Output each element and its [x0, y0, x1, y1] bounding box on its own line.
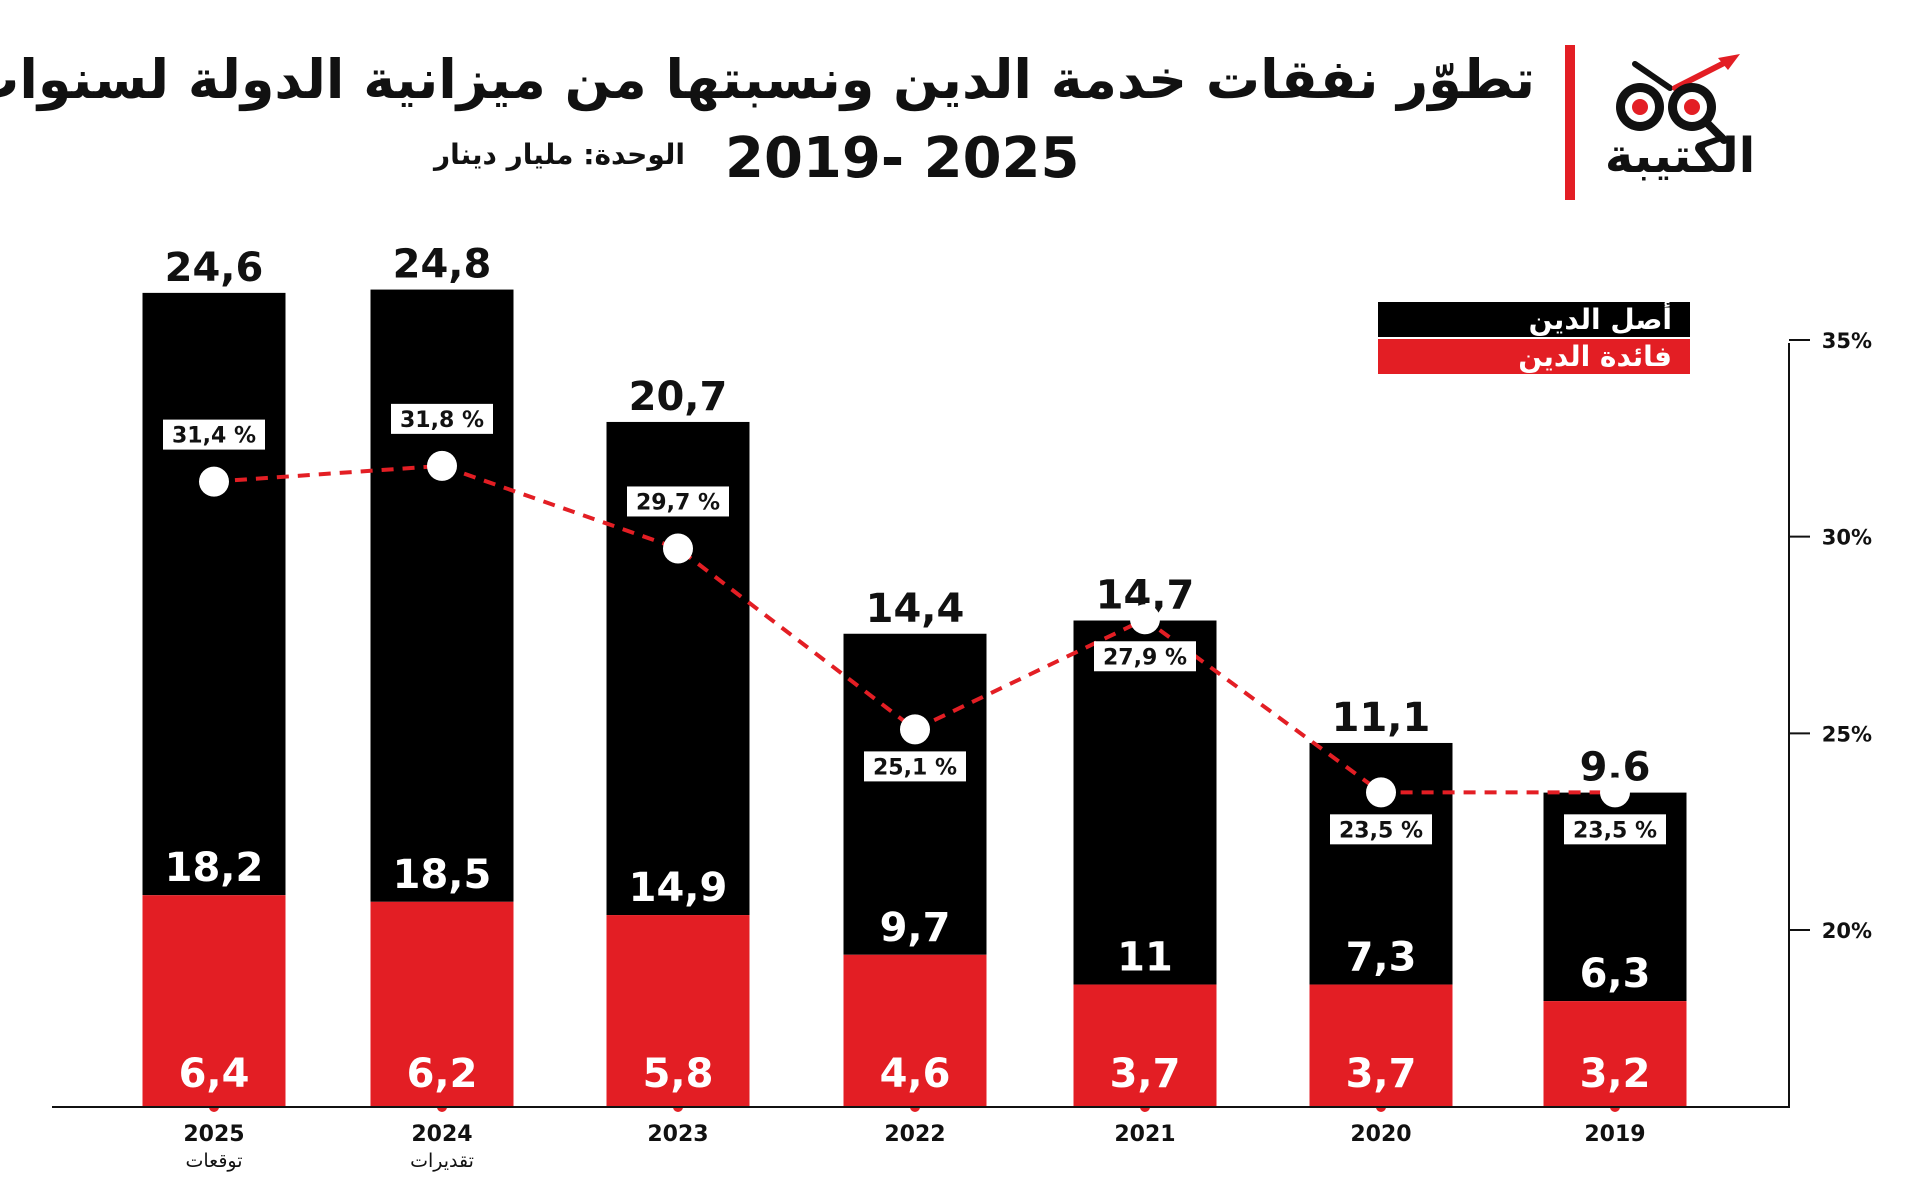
x-tick-label-2019: 2019 — [1584, 1122, 1645, 1147]
logo-text: الكتيبة — [1604, 128, 1756, 184]
ratio-label-2025: 31,4 % — [172, 424, 256, 449]
ratio-point-2019 — [1600, 777, 1630, 808]
principal-label-2025: 18,2 — [165, 845, 264, 891]
chart-title: تطوّر نفقات خدمة الدين ونسبتها من ميزاني… — [0, 48, 1535, 111]
principal-label-2021: 11 — [1117, 935, 1173, 981]
x-tick-label-2023: 2023 — [647, 1122, 708, 1147]
ratio-point-2025 — [199, 466, 229, 497]
legend-item-principal: أصل الدين — [1378, 302, 1690, 337]
ratio-label-2019: 23,5 % — [1573, 818, 1657, 843]
ratio-point-2020 — [1366, 777, 1396, 808]
ratio-label-2022: 25,1 % — [873, 755, 957, 780]
ratio-label-bg-2021 — [1094, 641, 1196, 672]
principal-label-2023: 14,9 — [629, 865, 728, 911]
bar-principal-2025 — [142, 292, 286, 896]
bar-interest-2024 — [370, 901, 514, 1107]
principal-label-2020: 7,3 — [1346, 935, 1417, 981]
total-label-2023: 20,7 — [629, 374, 728, 420]
ratio-label-bg-2023 — [627, 486, 729, 517]
bar-interest-2019 — [1543, 1001, 1687, 1107]
ratio-label-bg-2025 — [163, 419, 265, 450]
bar-interest-2025 — [142, 895, 286, 1107]
ratio-label-bg-2019 — [1564, 814, 1666, 845]
x-tick-label-2021: 2021 — [1114, 1122, 1175, 1147]
principal-label-2022: 9,7 — [880, 905, 951, 951]
total-label-2020: 11,1 — [1332, 695, 1431, 741]
bar-interest-2022 — [843, 954, 987, 1107]
ratio-label-bg-2020 — [1330, 814, 1432, 845]
right-axis-label-30: 30% — [1822, 526, 1872, 550]
interest-label-2019: 3,2 — [1580, 1051, 1651, 1097]
unit-label: الوحدة: مليار دينار — [433, 138, 685, 171]
x-tick-sublabel-2025: توقعات — [185, 1150, 242, 1172]
x-tick-label-2024: 2024 — [411, 1122, 472, 1147]
interest-label-2025: 6,4 — [179, 1051, 250, 1097]
right-axis-label-25: 25% — [1822, 722, 1872, 746]
ratio-label-2023: 29,7 % — [636, 490, 720, 515]
interest-label-2021: 3,7 — [1110, 1051, 1181, 1097]
total-label-2024: 24,8 — [393, 242, 492, 288]
chart-title-years: 2019- 2025 — [725, 126, 1080, 191]
ratio-label-2021: 27,9 % — [1103, 645, 1187, 670]
bar-interest-2023 — [606, 915, 750, 1107]
right-axis-label-35: 35% — [1822, 329, 1872, 353]
bar-interest-2021 — [1073, 984, 1217, 1107]
x-tick-sublabel-2024: تقديرات — [410, 1150, 474, 1172]
principal-label-2019: 6,3 — [1580, 951, 1651, 997]
bar-principal-2021 — [1073, 620, 1217, 985]
bar-principal-2024 — [370, 289, 514, 902]
logo-divider — [1565, 45, 1575, 200]
interest-label-2024: 6,2 — [407, 1051, 478, 1097]
x-tick-label-2022: 2022 — [884, 1122, 945, 1147]
ratio-point-2021 — [1130, 604, 1160, 635]
bar-interest-2020 — [1309, 984, 1453, 1107]
interest-label-2022: 4,6 — [880, 1051, 951, 1097]
total-label-2022: 14,4 — [866, 586, 965, 632]
ratio-label-2024: 31,8 % — [400, 408, 484, 433]
x-tick-label-2025: 2025 — [183, 1122, 244, 1147]
principal-label-2024: 18,5 — [393, 852, 492, 898]
ratio-point-2022 — [900, 714, 930, 745]
ratio-label-bg-2024 — [391, 403, 493, 434]
bar-principal-2022 — [843, 633, 987, 955]
right-axis-label-20: 20% — [1822, 919, 1872, 943]
x-tick-label-2020: 2020 — [1350, 1122, 1411, 1147]
binoculars-logo-icon — [1616, 54, 1740, 144]
ratio-label-bg-2022 — [864, 751, 966, 782]
ratio-point-2024 — [427, 450, 457, 481]
interest-label-2020: 3,7 — [1346, 1051, 1417, 1097]
ratio-label-2020: 23,5 % — [1339, 818, 1423, 843]
ratio-point-2023 — [663, 533, 693, 564]
legend-item-interest: فائدة الدين — [1378, 339, 1690, 374]
interest-label-2023: 5,8 — [643, 1051, 714, 1097]
total-label-2025: 24,6 — [165, 245, 264, 291]
